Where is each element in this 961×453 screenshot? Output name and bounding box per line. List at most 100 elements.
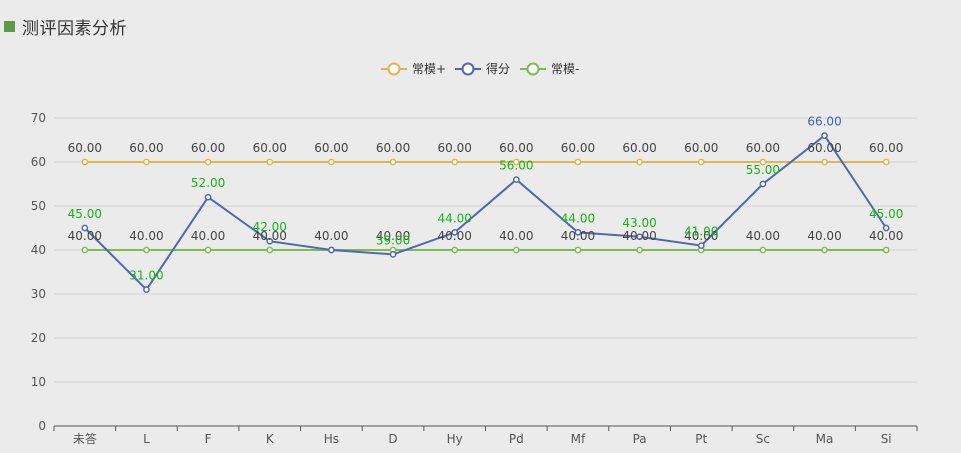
label-upper: 60.00 — [561, 141, 595, 155]
point-upper[interactable] — [574, 158, 582, 166]
y-tick-label: 30 — [31, 287, 46, 301]
label-score: 41.00 — [684, 225, 718, 239]
label-score: 42.00 — [253, 220, 287, 234]
label-upper: 60.00 — [68, 141, 102, 155]
point-score[interactable] — [512, 176, 520, 183]
label-lower: 40.00 — [437, 229, 471, 243]
point-upper[interactable] — [204, 158, 212, 166]
y-tick-label: 60 — [31, 155, 46, 169]
y-tick-label: 40 — [31, 243, 46, 257]
point-lower[interactable] — [636, 246, 643, 254]
x-tick-label: L — [143, 432, 150, 446]
x-tick-label: Mf — [571, 432, 586, 446]
data-labels: 60.00 60.00 60.00 60.00 60.00 60.00 60.00 60.00… — [68, 115, 904, 283]
label-score: 66.00 — [807, 115, 841, 129]
x-tick-label: Pa — [633, 432, 647, 446]
x-tick-label: Pd — [509, 432, 524, 446]
label-lower: 40.00 — [622, 229, 656, 243]
label-upper: 60.00 — [314, 141, 348, 155]
point-upper[interactable] — [143, 158, 150, 166]
point-score[interactable] — [143, 286, 150, 293]
point-lower[interactable] — [451, 246, 459, 254]
label-score: 56.00 — [499, 159, 533, 173]
point-lower[interactable] — [574, 246, 582, 254]
legend-item-upper[interactable]: 常模+ — [381, 62, 446, 76]
x-tick-label: Ma — [816, 432, 834, 446]
point-upper[interactable] — [512, 158, 520, 166]
x-tick-label: Si — [881, 432, 892, 446]
point-upper[interactable] — [389, 158, 397, 166]
point-score[interactable] — [821, 132, 828, 139]
y-tick-label: 0 — [38, 419, 46, 433]
series-layer — [81, 132, 890, 293]
legend-marker — [387, 62, 401, 76]
legend-item-score[interactable]: 得分 — [455, 61, 510, 76]
y-axis: 0 10 20 30 40 50 60 70 — [31, 111, 46, 433]
x-axis: 未答 L F K Hs D Hy Pd Mf Pa Pt Sc Ma Si — [53, 425, 918, 446]
y-tick-label: 70 — [31, 111, 46, 125]
label-score: 45.00 — [68, 207, 102, 221]
point-lower[interactable] — [81, 246, 89, 254]
point-score[interactable] — [882, 224, 890, 232]
point-score[interactable] — [636, 233, 643, 241]
label-upper: 60.00 — [376, 141, 410, 155]
y-tick-label: 50 — [31, 199, 46, 213]
label-upper: 60.00 — [191, 141, 225, 155]
x-tick-label: F — [205, 432, 212, 446]
legend-item-lower[interactable]: 常模- — [520, 62, 579, 76]
point-score[interactable] — [81, 224, 89, 232]
label-lower: 40.00 — [314, 229, 348, 243]
label-upper: 60.00 — [437, 141, 471, 155]
point-score[interactable] — [697, 242, 705, 249]
point-upper[interactable] — [697, 158, 705, 166]
point-score[interactable] — [451, 229, 459, 236]
point-score[interactable] — [389, 251, 397, 258]
x-tick-label: 未答 — [73, 431, 97, 446]
point-score[interactable] — [204, 193, 212, 201]
point-upper[interactable] — [328, 158, 335, 166]
point-score[interactable] — [328, 246, 335, 254]
point-lower[interactable] — [759, 246, 767, 254]
point-upper[interactable] — [451, 158, 459, 166]
label-upper: 60.00 — [253, 141, 287, 155]
legend[interactable]: 常模+ 得分 常模- — [381, 61, 579, 76]
label-lower: 40.00 — [68, 229, 102, 243]
label-lower: 40.00 — [807, 229, 841, 243]
x-tick-label: Hs — [324, 432, 339, 446]
point-lower[interactable] — [512, 246, 520, 254]
label-lower: 40.00 — [684, 229, 718, 243]
point-upper[interactable] — [266, 158, 274, 166]
point-lower[interactable] — [266, 246, 274, 254]
label-lower: 40.00 — [129, 229, 163, 243]
point-upper[interactable] — [759, 158, 767, 166]
label-upper: 60.00 — [746, 141, 780, 155]
legend-label: 常模- — [551, 62, 579, 76]
label-lower: 40.00 — [191, 229, 225, 243]
point-lower[interactable] — [204, 246, 212, 254]
point-lower[interactable] — [882, 246, 890, 254]
point-upper[interactable] — [81, 158, 89, 166]
label-score: 55.00 — [746, 163, 780, 177]
label-upper: 60.00 — [869, 141, 903, 155]
label-lower: 40.00 — [253, 229, 287, 243]
legend-marker — [526, 62, 540, 76]
series-line-score — [84, 134, 888, 292]
y-tick-label: 20 — [31, 331, 46, 345]
point-lower[interactable] — [821, 246, 828, 254]
point-lower[interactable] — [143, 246, 150, 254]
x-tick-label: Hy — [447, 432, 463, 446]
point-score[interactable] — [266, 237, 274, 245]
point-score[interactable] — [759, 180, 767, 188]
label-score: 31.00 — [129, 269, 163, 283]
label-score: 52.00 — [191, 176, 225, 190]
title-marker — [4, 21, 15, 32]
legend-label: 常模+ — [412, 62, 446, 76]
point-score[interactable] — [574, 229, 582, 236]
y-tick-label: 10 — [31, 375, 46, 389]
point-upper[interactable] — [882, 158, 890, 166]
label-lower: 40.00 — [376, 229, 410, 243]
point-upper[interactable] — [821, 158, 828, 166]
point-upper[interactable] — [636, 158, 643, 166]
x-tick-label: K — [266, 432, 275, 446]
